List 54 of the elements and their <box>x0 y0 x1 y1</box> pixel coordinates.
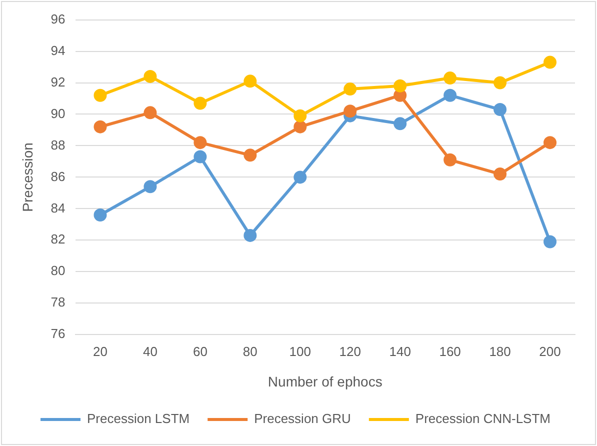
x-tick-label: 100 <box>289 344 311 359</box>
y-tick-label: 78 <box>50 294 66 310</box>
point <box>94 120 107 134</box>
point <box>294 120 307 134</box>
point <box>544 56 557 69</box>
x-tick-label: 20 <box>93 344 108 359</box>
point <box>444 153 457 166</box>
point <box>194 150 207 164</box>
point <box>494 76 507 90</box>
point <box>244 148 257 162</box>
x-tick-label: 120 <box>339 344 361 359</box>
point <box>544 235 557 248</box>
point <box>194 136 207 150</box>
y-tick-label: 88 <box>50 137 66 152</box>
legend-label: Precession LSTM <box>87 411 190 426</box>
point <box>144 180 157 194</box>
y-tick-label: 76 <box>50 326 66 342</box>
y-tick-label: 92 <box>50 74 66 90</box>
point <box>94 88 107 102</box>
point <box>194 96 207 110</box>
x-tick-label: 180 <box>489 344 511 359</box>
y-tick-label: 94 <box>50 42 66 58</box>
point <box>294 170 307 184</box>
y-tick-label: 96 <box>50 11 66 26</box>
x-tick-label: 160 <box>439 344 461 359</box>
legend-label: Precession CNN-LSTM <box>415 411 550 426</box>
point <box>294 109 307 122</box>
x-axis-title: Number of ephocs <box>268 373 382 390</box>
y-tick-label: 90 <box>50 106 66 121</box>
point <box>444 72 457 85</box>
point <box>544 136 557 150</box>
point <box>494 103 507 116</box>
point <box>444 88 457 102</box>
y-tick-label: 84 <box>50 200 66 216</box>
point <box>144 70 157 83</box>
x-tick-label: 40 <box>142 344 158 359</box>
point <box>344 82 357 96</box>
point <box>144 106 157 120</box>
point <box>394 117 407 130</box>
point <box>244 74 257 88</box>
x-tick-label: 80 <box>242 344 258 359</box>
point <box>94 208 107 222</box>
y-tick-label: 82 <box>50 232 66 247</box>
x-tick-label: 200 <box>539 344 561 359</box>
point <box>344 104 357 118</box>
y-axis-title: Precession <box>19 142 36 212</box>
legend-label: Precession GRU <box>254 411 351 426</box>
x-tick-label: 60 <box>192 344 208 359</box>
y-tick-label: 80 <box>50 263 66 278</box>
point <box>244 228 257 242</box>
point <box>394 79 407 92</box>
y-tick-label: 86 <box>50 168 66 184</box>
point <box>494 168 507 181</box>
x-tick-label: 140 <box>389 344 411 359</box>
